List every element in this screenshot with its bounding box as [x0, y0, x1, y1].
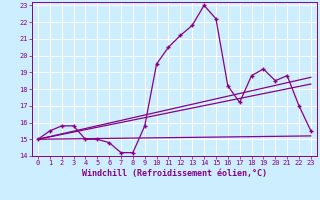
X-axis label: Windchill (Refroidissement éolien,°C): Windchill (Refroidissement éolien,°C)	[82, 169, 267, 178]
